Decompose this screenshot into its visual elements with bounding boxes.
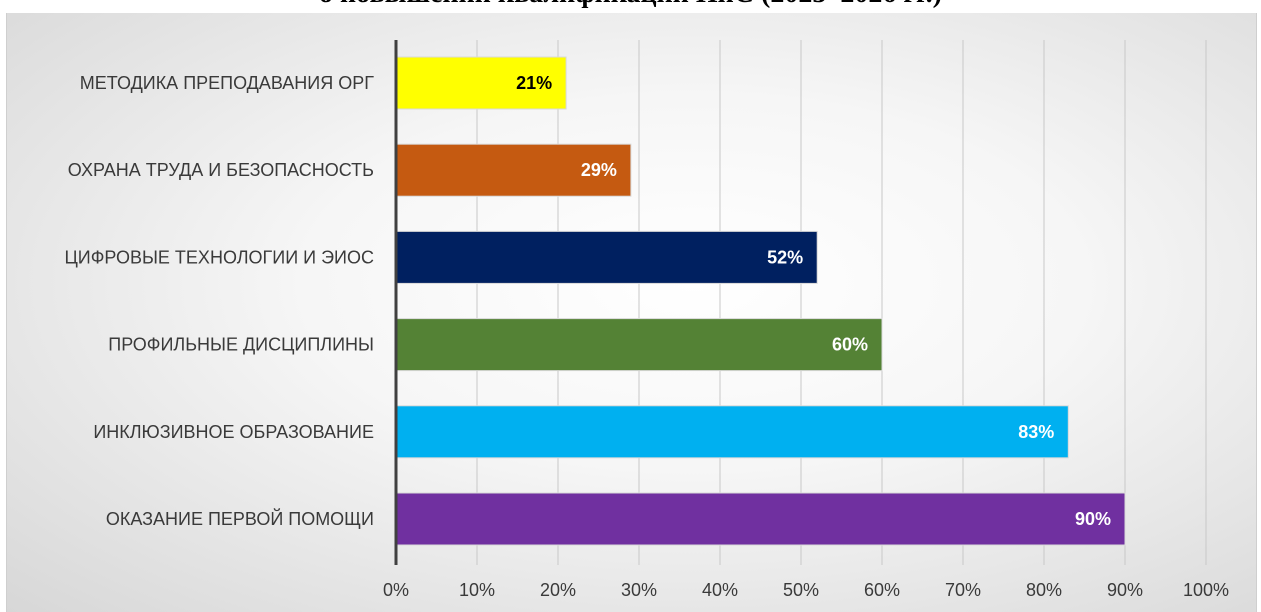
x-tick-label: 100%	[1183, 580, 1229, 600]
category-labels: МЕТОДИКА ПРЕПОДАВАНИЯ ОРГ ОХРАНА ТРУДА И …	[64, 73, 374, 529]
x-tick-label: 90%	[1107, 580, 1143, 600]
x-tick-label: 30%	[621, 580, 657, 600]
category-label: ОХРАНА ТРУДА И БЕЗОПАСНОСТЬ	[68, 160, 374, 180]
data-label: 29%	[581, 160, 617, 180]
x-tick-label: 10%	[459, 580, 495, 600]
bars: 21% 29% 52% 60% 83% 90%	[395, 56, 1126, 546]
category-label: ЦИФРОВЫЕ ТЕХНОЛОГИИ И ЭИОС	[64, 247, 374, 267]
bar	[395, 230, 818, 284]
category-label: ОКАЗАНИЕ ПЕРВОЙ ПОМОЩИ	[106, 508, 374, 529]
x-tick-label: 80%	[1026, 580, 1062, 600]
x-tick-label: 20%	[540, 580, 576, 600]
category-label: МЕТОДИКА ПРЕПОДАВАНИЯ ОРГ	[80, 73, 374, 93]
x-tick-label: 70%	[945, 580, 981, 600]
data-label: 52%	[767, 247, 803, 267]
gridlines	[476, 40, 1207, 565]
bar	[395, 143, 632, 197]
bar	[395, 318, 883, 372]
bar	[395, 56, 567, 110]
x-tick-label: 40%	[702, 580, 738, 600]
bar	[395, 405, 1069, 459]
page-title: о повышении квалификации ПиС (2023–2026 …	[0, 0, 1261, 10]
category-label: ПРОФИЛЬНЫЕ ДИСЦИПЛИНЫ	[108, 335, 374, 355]
data-label: 83%	[1018, 422, 1054, 442]
x-tick-label: 60%	[864, 580, 900, 600]
bar	[395, 492, 1126, 546]
x-tick-labels: 0% 10% 20% 30% 40% 50% 60% 70% 80% 90% 100%	[383, 580, 1229, 600]
x-tick-label: 50%	[783, 580, 819, 600]
x-tick-label: 0%	[383, 580, 409, 600]
data-label: 60%	[832, 335, 868, 355]
category-label: ИНКЛЮЗИВНОЕ ОБРАЗОВАНИЕ	[93, 422, 374, 442]
data-label: 90%	[1075, 509, 1111, 529]
data-label: 21%	[516, 73, 552, 93]
